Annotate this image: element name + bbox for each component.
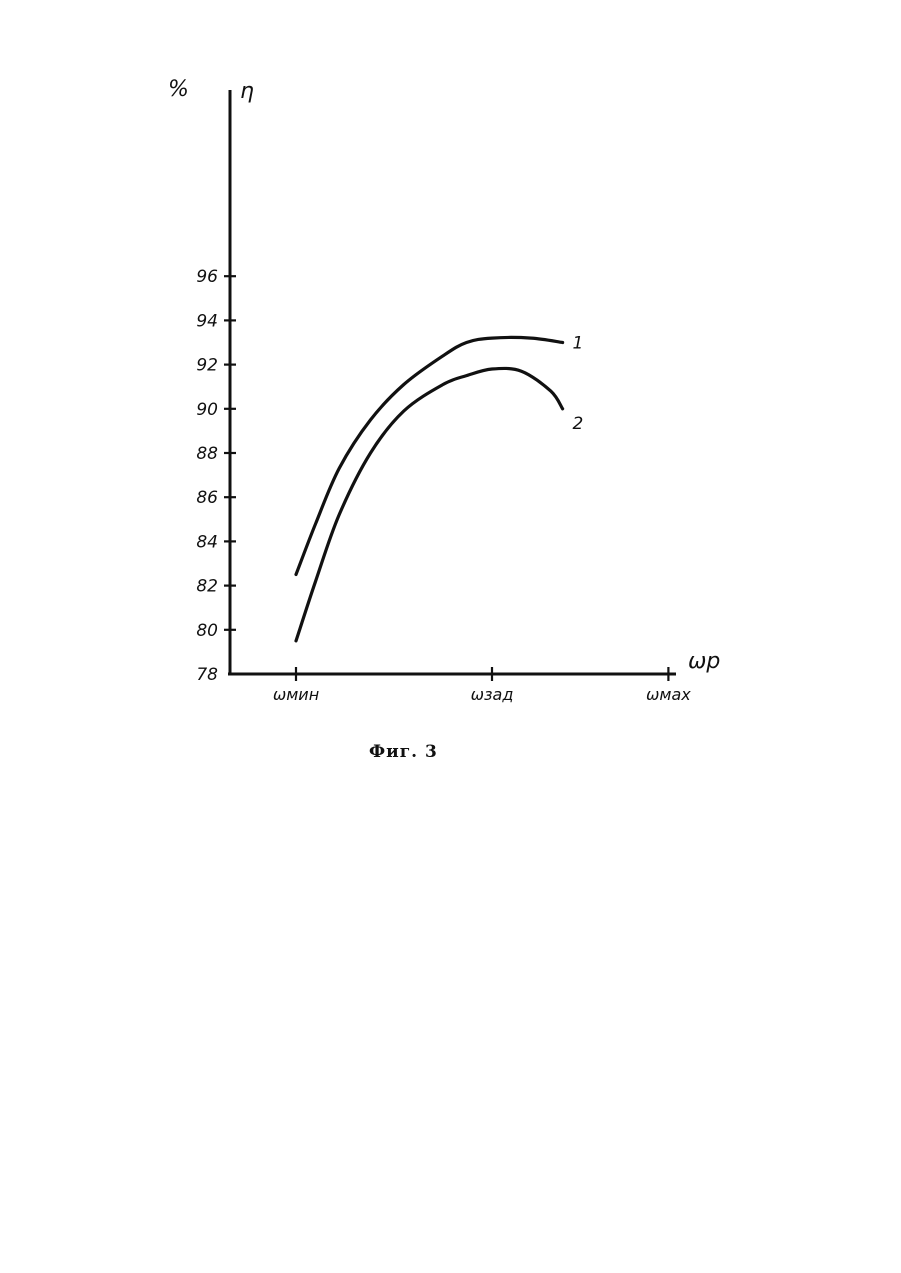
y-tick-label: 90	[196, 400, 218, 420]
x-category-label: ωмин	[273, 685, 319, 704]
y-tick-label: 82	[196, 577, 218, 597]
x-category-label: ωзад	[471, 685, 514, 704]
y-tick-label: 86	[196, 488, 218, 508]
series-label-2: 2	[573, 414, 584, 434]
figure-caption: Фиг. 3	[369, 742, 438, 762]
series-group: 12	[296, 334, 583, 641]
y-tick-label: 94	[196, 311, 218, 331]
y-tick-label: 96	[196, 267, 218, 287]
y-tick-label: 92	[196, 356, 218, 376]
axes	[228, 90, 676, 674]
y-axis-title: η	[240, 79, 254, 104]
y-tick-label: 78	[196, 665, 218, 685]
series-line-2	[296, 368, 563, 640]
x-category-label: ωмах	[646, 685, 691, 704]
y-tick-label: 80	[196, 621, 218, 641]
y-unit-label: %	[168, 77, 189, 102]
y-tick-label: 88	[196, 444, 218, 464]
series-label-1: 1	[573, 334, 584, 354]
x-axis-title: ωp	[688, 649, 720, 674]
y-tick-label: 84	[196, 532, 218, 552]
